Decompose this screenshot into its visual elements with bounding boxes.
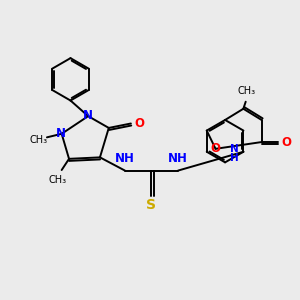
Text: O: O [281,136,291,148]
Text: NH: NH [115,152,135,165]
Text: S: S [146,198,157,212]
Text: CH₃: CH₃ [48,175,66,185]
Text: O: O [211,142,220,155]
Text: N: N [83,109,93,122]
Text: NH: NH [168,152,188,165]
Text: CH₃: CH₃ [237,86,255,96]
Text: CH₃: CH₃ [30,135,48,145]
Text: N
H: N H [230,144,239,163]
Text: N: N [56,127,66,140]
Text: O: O [134,117,144,130]
